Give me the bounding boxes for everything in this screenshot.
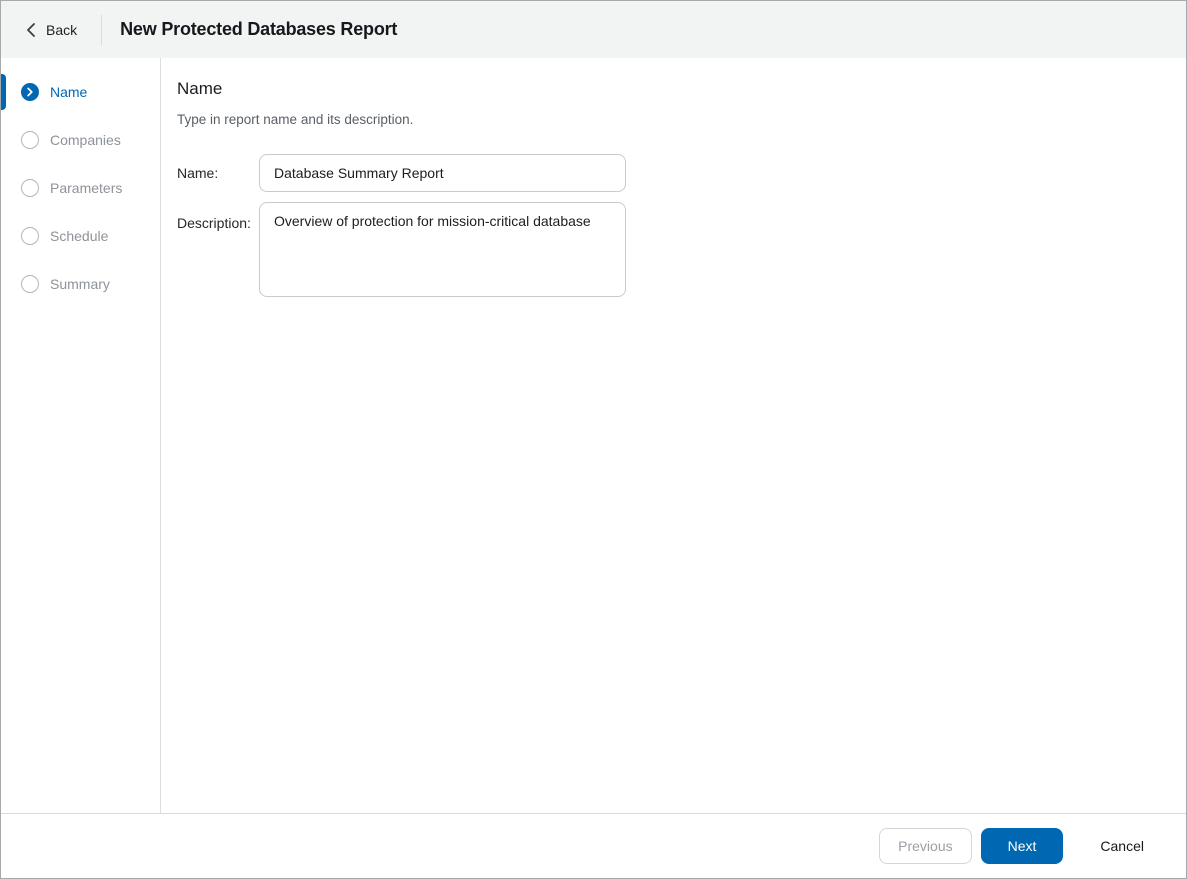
- back-button[interactable]: Back: [26, 22, 77, 38]
- active-step-indicator: [1, 74, 6, 110]
- section-heading: Name: [177, 79, 223, 98]
- next-button[interactable]: Next: [980, 828, 1064, 864]
- sidebar-step-companies[interactable]: Companies: [1, 116, 160, 164]
- step-circle-icon: [21, 275, 39, 293]
- step-circle-icon: [21, 179, 39, 197]
- name-field-row: Name:: [177, 154, 1162, 192]
- step-active-icon: [21, 83, 39, 101]
- sidebar-step-summary[interactable]: Summary: [1, 260, 160, 308]
- step-circle-icon: [21, 227, 39, 245]
- step-label: Name: [50, 84, 88, 100]
- step-label: Schedule: [50, 228, 109, 244]
- report-description-textarea[interactable]: Overview of protection for mission-criti…: [259, 202, 626, 297]
- body-area: Name Companies Parameters Schedule S: [1, 58, 1186, 813]
- header-divider: [101, 14, 103, 45]
- page-title: New Protected Databases Report: [120, 19, 398, 39]
- previous-button[interactable]: Previous: [879, 828, 972, 864]
- step-label: Summary: [50, 276, 110, 292]
- sidebar-step-parameters[interactable]: Parameters: [1, 164, 160, 212]
- main-content: Name Type in report name and its descrip…: [161, 58, 1186, 813]
- step-label: Companies: [50, 132, 121, 148]
- header: Back New Protected Databases Report: [1, 1, 1186, 58]
- report-form: Name: Description: Overview of protectio…: [177, 154, 1162, 297]
- step-circle-icon: [21, 131, 39, 149]
- wizard-steps-sidebar: Name Companies Parameters Schedule S: [1, 58, 161, 813]
- sidebar-step-schedule[interactable]: Schedule: [1, 212, 160, 260]
- section-subtitle: Type in report name and its description.: [177, 112, 414, 127]
- back-button-label: Back: [46, 21, 78, 38]
- sidebar-step-name[interactable]: Name: [1, 68, 160, 116]
- description-field-label: Description:: [177, 215, 251, 231]
- report-name-input[interactable]: [259, 154, 626, 192]
- footer-actions: Previous Next Cancel: [1, 813, 1186, 878]
- description-field-row: Description: Overview of protection for …: [177, 202, 1162, 297]
- name-field-label: Name:: [177, 165, 219, 181]
- cancel-button[interactable]: Cancel: [1088, 828, 1156, 864]
- step-label: Parameters: [50, 180, 123, 196]
- chevron-left-icon: [26, 22, 36, 38]
